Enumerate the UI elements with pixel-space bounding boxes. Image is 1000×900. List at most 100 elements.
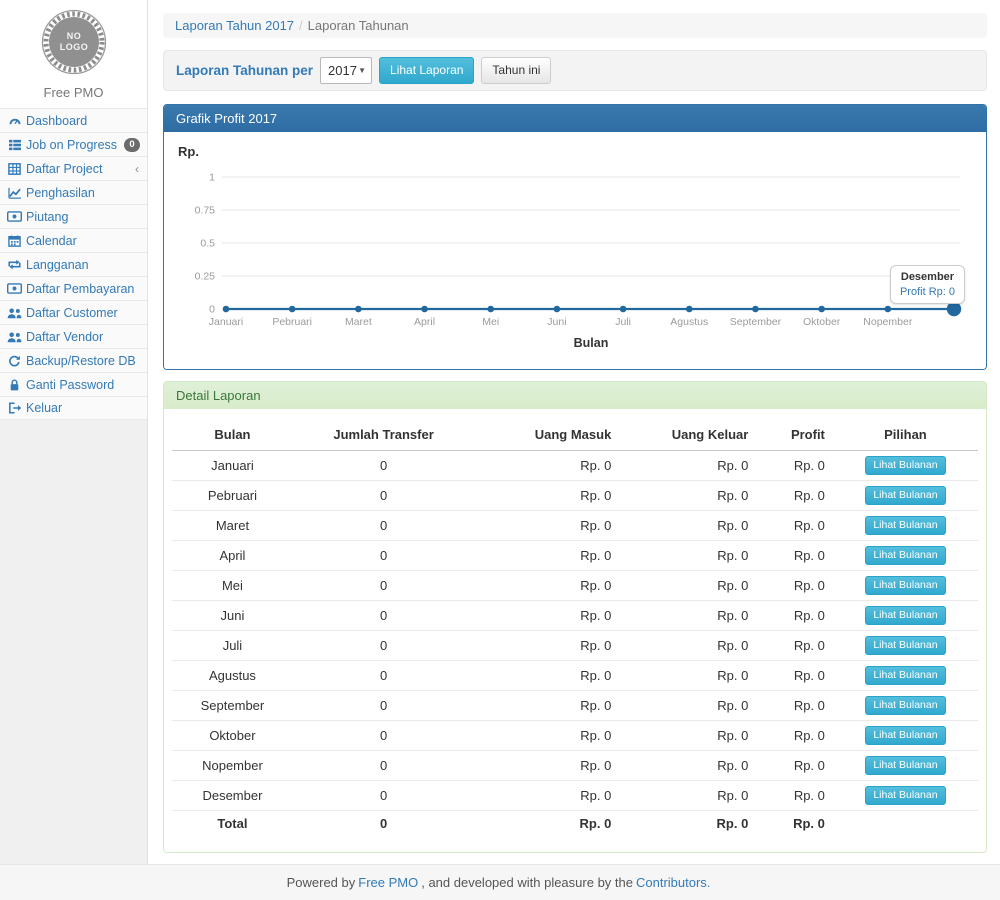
data-point[interactable]: [818, 306, 825, 313]
sidebar-item-daftar-project[interactable]: Daftar Project‹: [0, 156, 147, 180]
column-header: Pilihan: [833, 419, 978, 451]
breadcrumb: Laporan Tahun 2017/Laporan Tahunan: [163, 13, 987, 38]
table-icon: [7, 162, 22, 175]
data-point[interactable]: [421, 306, 428, 313]
tahun-ini-button[interactable]: Tahun ini: [481, 57, 551, 84]
sidebar-item-daftar-customer[interactable]: Daftar Customer: [0, 300, 147, 324]
total-profit: Rp. 0: [756, 811, 833, 837]
lihat-laporan-button[interactable]: Lihat Laporan: [379, 57, 474, 84]
cell-uang_keluar: Rp. 0: [619, 751, 756, 781]
cell-profit: Rp. 0: [756, 451, 833, 481]
cell-jumlah_transfer: 0: [293, 721, 474, 751]
lihat-bulanan-button[interactable]: Lihat Bulanan: [865, 516, 945, 535]
table-row: Oktober0Rp. 0Rp. 0Rp. 0Lihat Bulanan: [172, 721, 978, 751]
data-point[interactable]: [554, 306, 561, 313]
x-tick-label: April: [414, 316, 435, 328]
data-point[interactable]: [752, 306, 759, 313]
refresh-icon: [7, 354, 22, 367]
sidebar-item-dashboard[interactable]: Dashboard: [0, 108, 147, 132]
gauge-icon: [7, 114, 22, 127]
lihat-bulanan-button[interactable]: Lihat Bulanan: [865, 756, 945, 775]
lihat-bulanan-button[interactable]: Lihat Bulanan: [865, 726, 945, 745]
sidebar-item-piutang[interactable]: Piutang: [0, 204, 147, 228]
table-total-row: Total0Rp. 0Rp. 0Rp. 0: [172, 811, 978, 837]
table-row: Januari0Rp. 0Rp. 0Rp. 0Lihat Bulanan: [172, 451, 978, 481]
lihat-bulanan-button[interactable]: Lihat Bulanan: [865, 456, 945, 475]
line-chart-icon: [7, 186, 22, 199]
chevron-left-icon: ‹: [135, 162, 139, 176]
sidebar-item-penghasilan[interactable]: Penghasilan: [0, 180, 147, 204]
sidebar-item-ganti-password[interactable]: Ganti Password: [0, 372, 147, 396]
report-table: BulanJumlah TransferUang MasukUang Kelua…: [172, 419, 978, 836]
y-tick-label: 0.75: [195, 205, 216, 217]
lihat-bulanan-button[interactable]: Lihat Bulanan: [865, 696, 945, 715]
data-point[interactable]: [223, 306, 230, 313]
column-header: Bulan: [172, 419, 293, 451]
list-icon: [7, 138, 22, 151]
lihat-bulanan-button[interactable]: Lihat Bulanan: [865, 786, 945, 805]
sidebar-item-label: Daftar Project: [26, 162, 135, 176]
sidebar-item-backup-restore-db[interactable]: Backup/Restore DB: [0, 348, 147, 372]
sidebar-item-label: Backup/Restore DB: [26, 354, 143, 368]
cell-jumlah_transfer: 0: [293, 481, 474, 511]
cell-uang_keluar: Rp. 0: [619, 721, 756, 751]
data-point[interactable]: [885, 306, 892, 313]
job-count-badge: 0: [124, 138, 140, 152]
sidebar-item-langganan[interactable]: Langganan: [0, 252, 147, 276]
report-table-body: Januari0Rp. 0Rp. 0Rp. 0Lihat BulananPebr…: [172, 451, 978, 837]
profit-line-chart: 00.250.50.751JanuariPebruariMaretAprilMe…: [176, 163, 976, 355]
no-logo-image: NO LOGO: [39, 7, 109, 77]
total-uang_masuk: Rp. 0: [474, 811, 619, 837]
cell-uang_masuk: Rp. 0: [474, 601, 619, 631]
sidebar-item-daftar-pembayaran[interactable]: Daftar Pembayaran: [0, 276, 147, 300]
sidebar-item-label: Piutang: [26, 210, 143, 224]
lihat-bulanan-button[interactable]: Lihat Bulanan: [865, 606, 945, 625]
total-jumlah_transfer: 0: [293, 811, 474, 837]
table-row: September0Rp. 0Rp. 0Rp. 0Lihat Bulanan: [172, 691, 978, 721]
cell-profit: Rp. 0: [756, 661, 833, 691]
cell-bulan: Maret: [172, 511, 293, 541]
data-point[interactable]: [289, 306, 296, 313]
sidebar-item-label: Ganti Password: [26, 378, 143, 392]
calendar-icon: [7, 234, 22, 247]
sidebar-item-calendar[interactable]: Calendar: [0, 228, 147, 252]
x-tick-label: September: [730, 316, 782, 328]
report-filter-bar: Laporan Tahunan per 2017 ▼ Lihat Laporan…: [163, 50, 987, 91]
table-row: April0Rp. 0Rp. 0Rp. 0Lihat Bulanan: [172, 541, 978, 571]
cell-pilihan: Lihat Bulanan: [833, 661, 978, 691]
sidebar-item-job-on-progress[interactable]: Job on Progress0: [0, 132, 147, 156]
cell-jumlah_transfer: 0: [293, 451, 474, 481]
lihat-bulanan-button[interactable]: Lihat Bulanan: [865, 576, 945, 595]
cell-pilihan: Lihat Bulanan: [833, 721, 978, 751]
data-point[interactable]: [620, 306, 627, 313]
data-point[interactable]: [686, 306, 693, 313]
y-tick-label: 0.25: [195, 271, 216, 283]
cell-pilihan: Lihat Bulanan: [833, 781, 978, 811]
sidebar-item-label: Daftar Customer: [26, 306, 143, 320]
sidebar-item-keluar[interactable]: Keluar: [0, 396, 147, 420]
cell-uang_masuk: Rp. 0: [474, 751, 619, 781]
sidebar-item-daftar-vendor[interactable]: Daftar Vendor: [0, 324, 147, 348]
breadcrumb-link-laporan-tahun[interactable]: Laporan Tahun 2017: [175, 18, 294, 33]
cell-bulan: April: [172, 541, 293, 571]
footer-link-contributors[interactable]: Contributors.: [636, 875, 710, 890]
breadcrumb-current: Laporan Tahunan: [308, 18, 409, 33]
lihat-bulanan-button[interactable]: Lihat Bulanan: [865, 486, 945, 505]
data-point[interactable]: [355, 306, 362, 313]
lihat-bulanan-button[interactable]: Lihat Bulanan: [865, 546, 945, 565]
footer-link-free-pmo[interactable]: Free PMO: [358, 875, 418, 890]
year-select[interactable]: 2017 ▼: [320, 57, 372, 84]
sign-out-icon: [7, 402, 22, 415]
x-tick-label: Juli: [615, 316, 631, 328]
cell-uang_masuk: Rp. 0: [474, 481, 619, 511]
lihat-bulanan-button[interactable]: Lihat Bulanan: [865, 636, 945, 655]
table-row: Nopember0Rp. 0Rp. 0Rp. 0Lihat Bulanan: [172, 751, 978, 781]
lihat-bulanan-button[interactable]: Lihat Bulanan: [865, 666, 945, 685]
x-tick-label: Oktober: [803, 316, 841, 328]
cell-profit: Rp. 0: [756, 571, 833, 601]
y-tick-label: 0.5: [200, 238, 215, 250]
data-point[interactable]: [487, 306, 494, 313]
money-icon: [7, 282, 22, 295]
money-icon: [7, 210, 22, 223]
cell-bulan: Juni: [172, 601, 293, 631]
